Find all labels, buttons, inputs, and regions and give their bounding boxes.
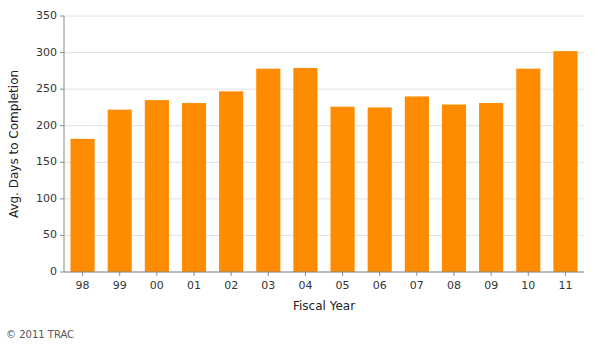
bar [368, 107, 392, 272]
y-axis [64, 16, 65, 272]
y-tick-label: 350 [36, 9, 57, 22]
x-axis [64, 272, 584, 273]
x-tick [82, 272, 83, 276]
x-tick [565, 272, 566, 276]
x-tick [342, 272, 343, 276]
bar [219, 91, 243, 272]
bar [108, 110, 132, 272]
x-tick-label: 03 [261, 279, 275, 292]
bars [71, 51, 578, 272]
annotation: © 2011 TRAC [6, 329, 74, 340]
x-tick [491, 272, 492, 276]
y-tick [60, 235, 64, 236]
bar [293, 68, 317, 272]
x-tick-label: 98 [76, 279, 90, 292]
y-axis-label: Avg. Days to Completion [7, 70, 21, 218]
chart: 0 50 100 150 200 250 300 350 98 99 00 01 02 03 04 05 06 0… [0, 0, 600, 344]
x-tick-label: 00 [150, 279, 164, 292]
bar [405, 96, 429, 272]
bar [71, 139, 95, 272]
y-tick-label: 200 [36, 119, 57, 132]
y-tick [60, 198, 64, 199]
bar [479, 103, 503, 272]
bar [145, 100, 169, 272]
x-tick [305, 272, 306, 276]
x-tick-label: 99 [113, 279, 127, 292]
x-tick-label: 11 [558, 279, 572, 292]
y-tick [60, 16, 64, 17]
x-tick-label: 04 [298, 279, 312, 292]
x-tick [379, 272, 380, 276]
x-tick [268, 272, 269, 276]
x-tick-label: 07 [410, 279, 424, 292]
x-tick [194, 272, 195, 276]
grid-line [64, 89, 584, 90]
x-tick [231, 272, 232, 276]
bar [516, 69, 540, 272]
x-tick-label: 08 [447, 279, 461, 292]
x-tick [454, 272, 455, 276]
bar [182, 103, 206, 272]
grid-line [64, 52, 584, 53]
y-tick-label: 50 [43, 228, 57, 241]
y-tick-label: 0 [50, 265, 57, 278]
x-tick [528, 272, 529, 276]
x-tick-label: 09 [484, 279, 498, 292]
y-tick-label: 300 [36, 46, 57, 59]
y-tick [60, 52, 64, 53]
bar [256, 69, 280, 272]
grid-line [64, 272, 584, 273]
x-tick-label: 10 [521, 279, 535, 292]
bar [331, 107, 355, 272]
y-tick [60, 89, 64, 90]
y-tick-label: 250 [36, 82, 57, 95]
x-tick-label: 01 [187, 279, 201, 292]
y-tick [60, 272, 64, 273]
x-tick-label: 02 [224, 279, 238, 292]
y-tick-label: 100 [36, 192, 57, 205]
x-tick [416, 272, 417, 276]
y-tick-label: 150 [36, 155, 57, 168]
x-tick [156, 272, 157, 276]
y-tick [60, 125, 64, 126]
grid-line [64, 198, 584, 199]
grid-line [64, 125, 584, 126]
x-tick [119, 272, 120, 276]
bar [442, 105, 466, 272]
grid-line [64, 235, 584, 236]
grid-line [64, 16, 584, 17]
x-axis-label: Fiscal Year [293, 299, 355, 313]
x-tick-label: 06 [373, 279, 387, 292]
y-tick [60, 162, 64, 163]
x-tick-label: 05 [336, 279, 350, 292]
grid-line [64, 162, 584, 163]
bar [553, 51, 577, 272]
